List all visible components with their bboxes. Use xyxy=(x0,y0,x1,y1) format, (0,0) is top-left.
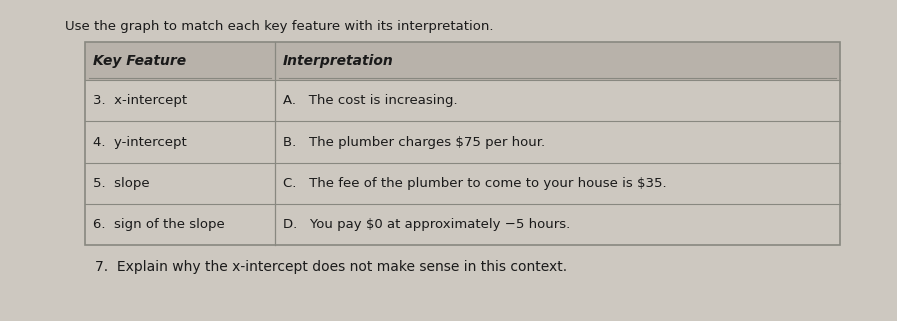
Text: 6.  sign of the slope: 6. sign of the slope xyxy=(93,218,225,231)
Text: Use the graph to match each key feature with its interpretation.: Use the graph to match each key feature … xyxy=(65,20,493,33)
Text: 4.  y-intercept: 4. y-intercept xyxy=(93,135,187,149)
Text: 3.  x-intercept: 3. x-intercept xyxy=(93,94,187,108)
Text: C.   The fee of the plumber to come to your house is $35.: C. The fee of the plumber to come to you… xyxy=(283,177,666,190)
Text: B.   The plumber charges $75 per hour.: B. The plumber charges $75 per hour. xyxy=(283,135,545,149)
Text: Interpretation: Interpretation xyxy=(283,54,394,68)
Bar xyxy=(85,42,840,245)
Text: D.   You pay $0 at approximately −5 hours.: D. You pay $0 at approximately −5 hours. xyxy=(283,218,570,231)
Text: 7.  Explain why the x-intercept does not make sense in this context.: 7. Explain why the x-intercept does not … xyxy=(95,260,567,274)
Text: Key Feature: Key Feature xyxy=(93,54,186,68)
Text: 5.  slope: 5. slope xyxy=(93,177,150,190)
Text: A.   The cost is increasing.: A. The cost is increasing. xyxy=(283,94,457,108)
Bar xyxy=(85,42,840,80)
